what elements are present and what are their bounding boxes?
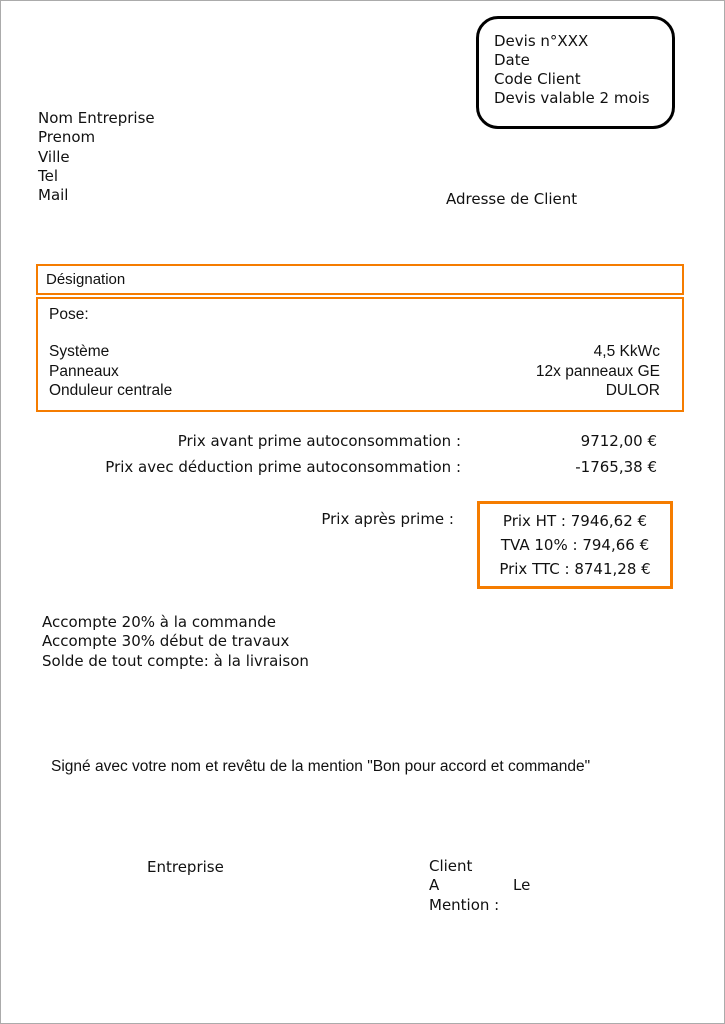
designation-rows: Système 4,5 KkWc Panneaux 12x panneaux G… [49, 342, 660, 401]
pose-label: Pose: [49, 306, 89, 323]
row-value: 12x panneaux GE [535, 362, 660, 380]
company-info-block: Nom Entreprise Prenom Ville Tel Mail [38, 109, 155, 205]
company-mail: Mail [38, 186, 69, 205]
designation-header-label: Désignation [46, 271, 126, 288]
row-value: 4,5 KkWc [593, 343, 660, 360]
price-value: -1765,38 € [575, 458, 657, 476]
quote-client-code: Code Client [494, 70, 581, 88]
company-name: Nom Entreprise [38, 109, 155, 127]
row-label: Onduleur centrale [49, 382, 173, 400]
payment-term-3: Solde de tout compte: à la livraison [42, 651, 309, 670]
price-row-before-prime: Prix avant prime autoconsommation : 9712… [1, 432, 724, 451]
designation-row-onduleur: Onduleur centrale DULOR [49, 381, 660, 401]
client-signature-label: Client [429, 857, 473, 875]
client-signature-block: Client A Le Mention : [429, 857, 530, 915]
price-row-prime-deduction: Prix avec déduction prime autoconsommati… [1, 458, 724, 477]
row-value: DULOR [605, 382, 660, 400]
client-date-label: Le [513, 876, 531, 895]
quote-number: Devis n°XXX [494, 32, 589, 50]
summary-line-ttc: Prix TTC : 8741,28 € [480, 557, 670, 581]
client-mention-label: Mention : [429, 895, 500, 914]
row-label: Système [49, 343, 110, 360]
company-city: Ville [38, 147, 70, 166]
payment-term-1: Accompte 20% à la commande [42, 613, 276, 631]
client-place-date-line: A Le [429, 876, 530, 895]
company-phone: Tel [38, 166, 59, 185]
client-place-label: A [429, 876, 440, 895]
signature-note: Signé avec votre nom et revêtu de la men… [51, 758, 591, 775]
summary-label: TVA 10% : [500, 536, 578, 554]
price-value: 9712,00 € [580, 432, 657, 450]
entreprise-signature-label: Entreprise [147, 858, 224, 876]
payment-terms-block: Accompte 20% à la commande Accompte 30% … [42, 613, 309, 671]
summary-value: 794,66 € [582, 536, 650, 554]
quote-info-box: Devis n°XXX Date Code Client Devis valab… [476, 16, 675, 129]
company-firstname: Prenom [38, 128, 96, 147]
summary-line-ht: Prix HT : 7946,62 € [480, 509, 670, 533]
designation-row-systeme: Système 4,5 KkWc [49, 342, 660, 362]
row-label: Panneaux [49, 362, 119, 380]
price-label: Prix avec déduction prime autoconsommati… [105, 458, 461, 476]
payment-term-2: Accompte 30% début de travaux [42, 632, 290, 651]
designation-body: Pose: Système 4,5 KkWc Panneaux 12x pann… [36, 297, 684, 412]
summary-value: 7946,62 € [570, 512, 648, 530]
price-label: Prix avant prime autoconsommation : [177, 432, 461, 450]
after-prime-label: Prix après prime : [321, 510, 454, 528]
summary-value: 8741,28 € [574, 560, 651, 578]
price-summary-box: Prix HT : 7946,62 € TVA 10% : 794,66 € P… [477, 501, 673, 589]
designation-header: Désignation [36, 264, 684, 295]
quote-date: Date [494, 51, 530, 69]
client-address-label: Adresse de Client [446, 190, 578, 208]
summary-label: Prix TTC : [499, 560, 570, 578]
designation-row-panneaux: Panneaux 12x panneaux GE [49, 362, 660, 382]
summary-label: Prix HT : [502, 512, 566, 530]
summary-line-tva: TVA 10% : 794,66 € [480, 533, 670, 557]
quote-validity: Devis valable 2 mois [494, 89, 650, 107]
